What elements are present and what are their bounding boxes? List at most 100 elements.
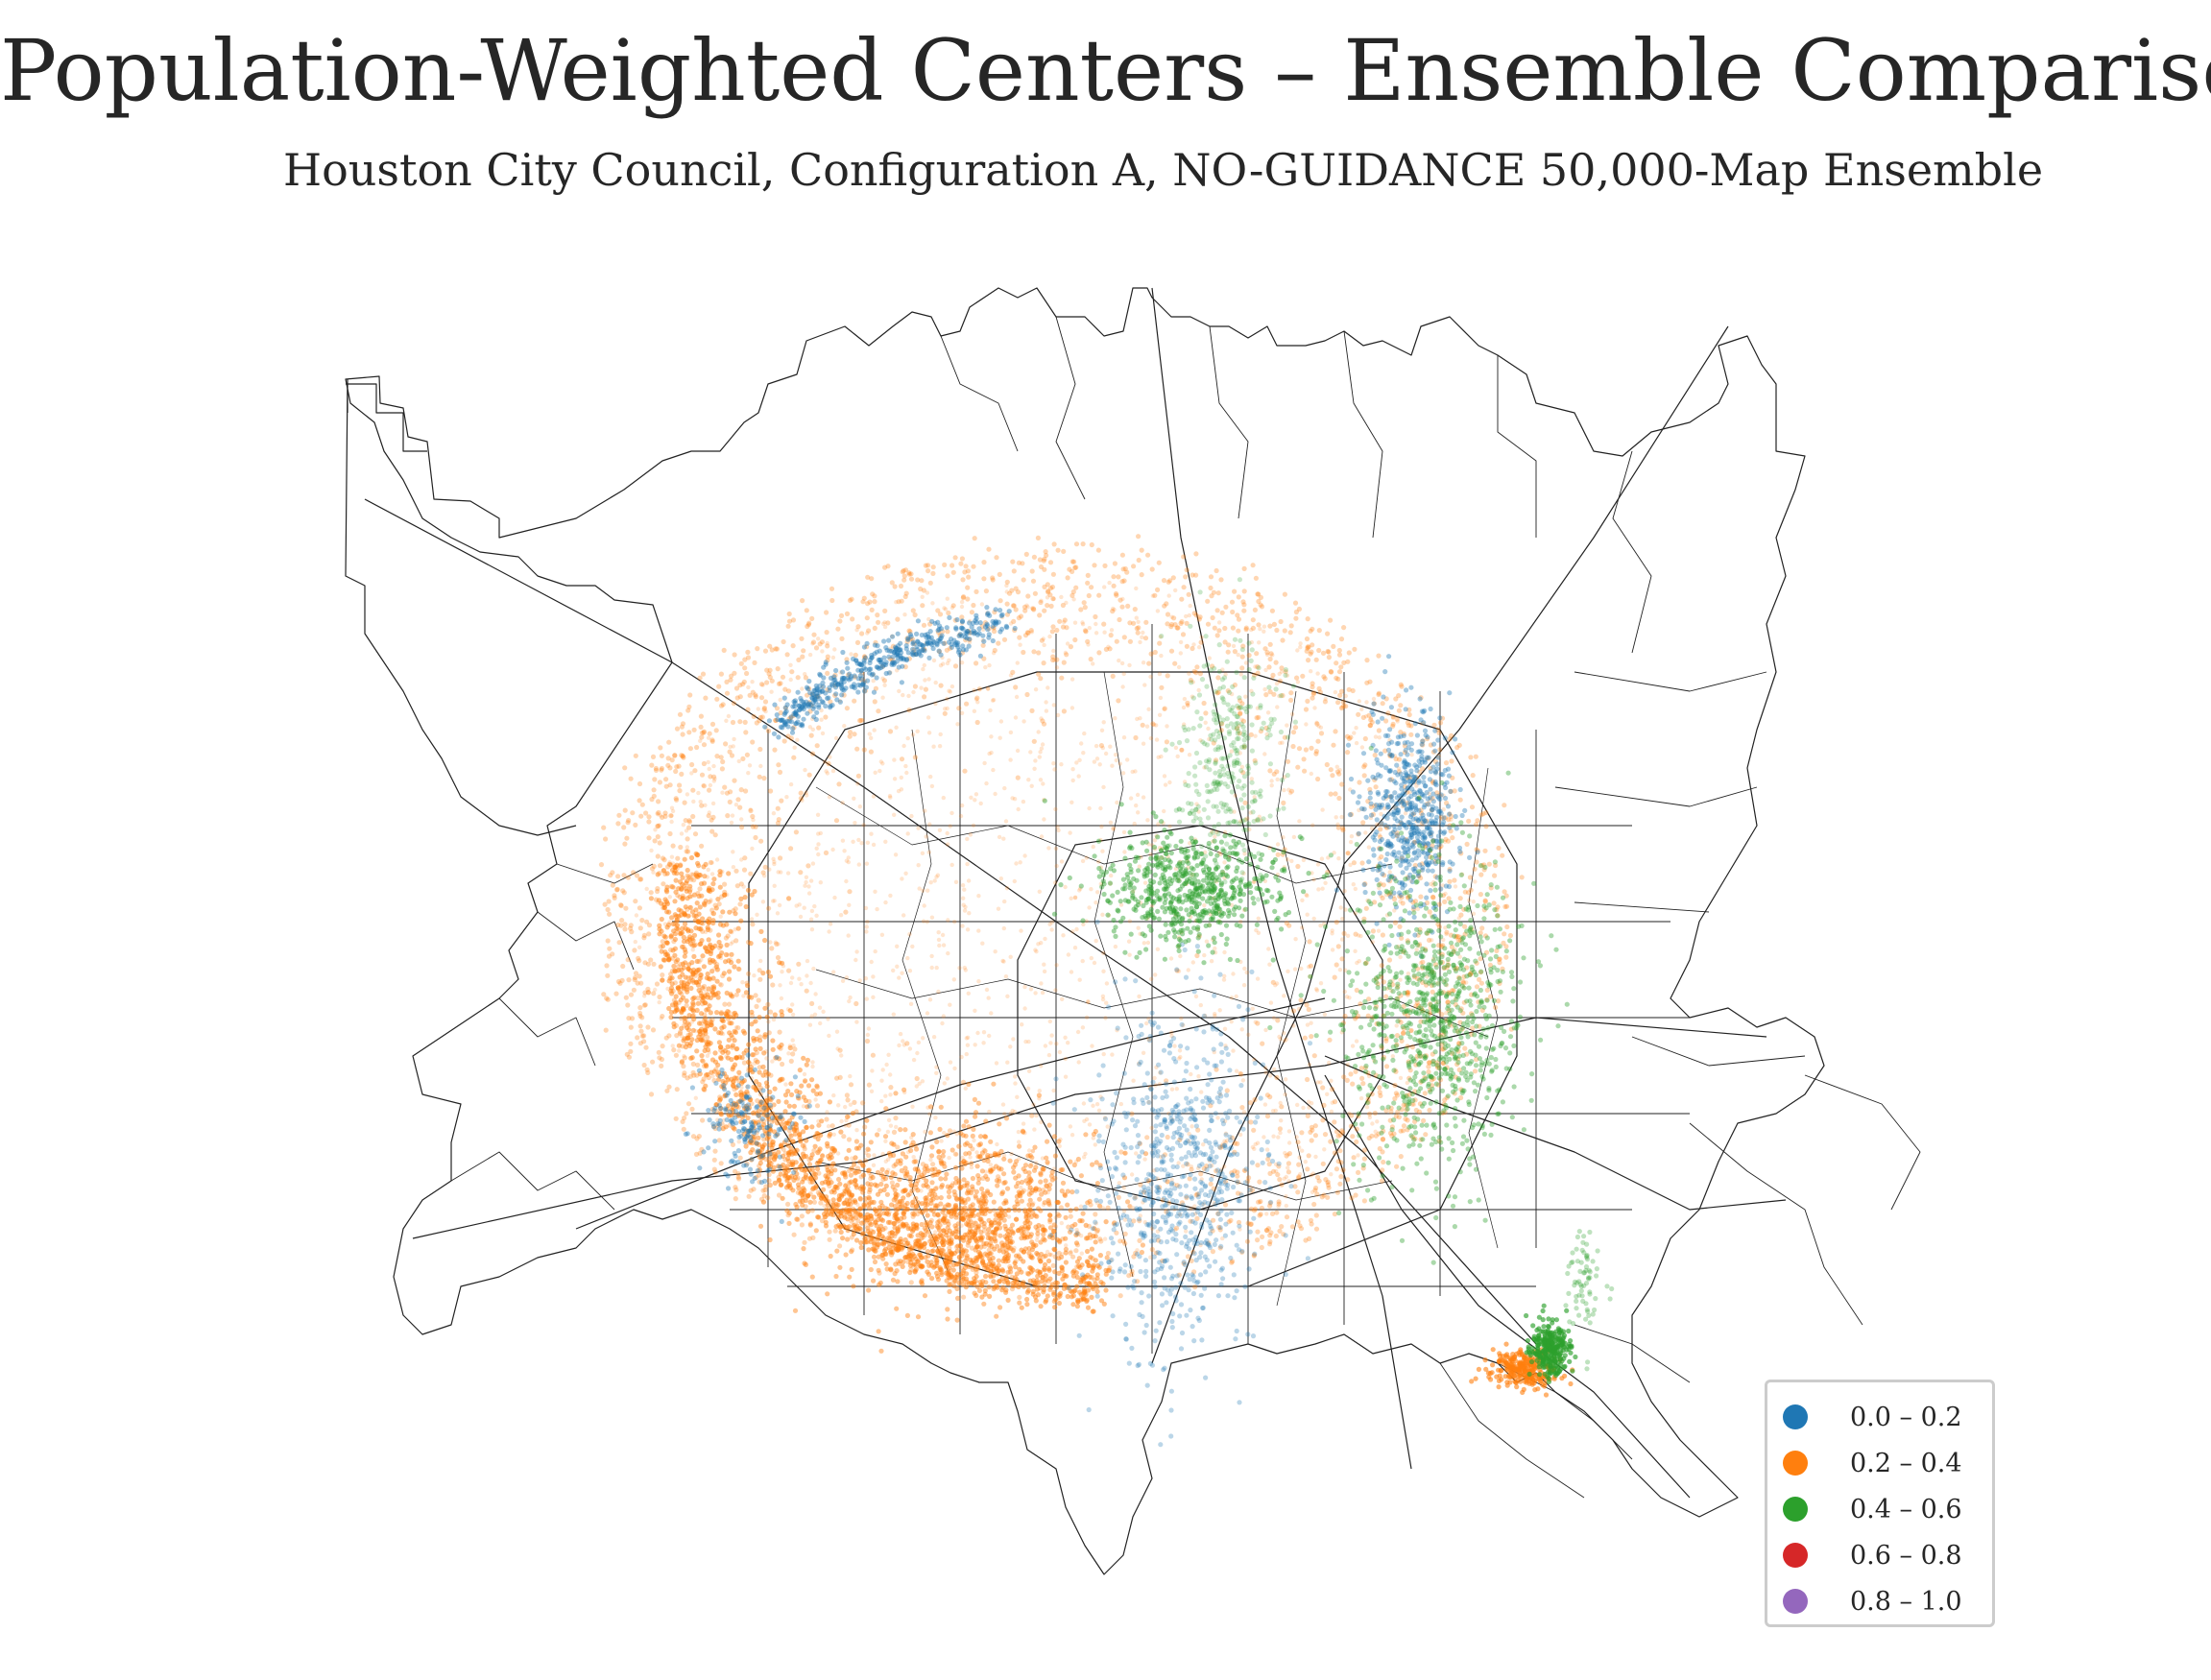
- center-point: [811, 632, 817, 637]
- center-point: [684, 1002, 689, 1008]
- center-point: [1333, 729, 1338, 734]
- center-point: [1020, 561, 1025, 566]
- center-point: [770, 1059, 775, 1064]
- center-point: [849, 596, 854, 602]
- center-point: [1341, 625, 1347, 631]
- center-point: [1253, 575, 1259, 581]
- center-point: [1293, 615, 1299, 621]
- center-point: [1443, 836, 1449, 843]
- center-point: [1497, 960, 1502, 966]
- center-point: [1286, 1169, 1291, 1175]
- center-point: [1430, 749, 1436, 755]
- center-point: [857, 1196, 864, 1202]
- center-point: [966, 991, 971, 996]
- center-point: [1167, 824, 1172, 829]
- center-point: [672, 931, 679, 937]
- center-point: [598, 862, 605, 868]
- center-point: [1235, 1140, 1240, 1146]
- center-point: [1289, 711, 1295, 717]
- center-point: [1111, 583, 1117, 588]
- center-point: [771, 856, 776, 861]
- center-point: [800, 654, 805, 660]
- center-point: [678, 844, 684, 851]
- center-point: [748, 871, 754, 876]
- center-point: [694, 958, 700, 965]
- center-point: [933, 1230, 938, 1235]
- center-point: [1412, 779, 1418, 785]
- center-point: [1338, 905, 1343, 910]
- center-point: [981, 1030, 987, 1035]
- center-point: [762, 937, 768, 944]
- center-point: [883, 1139, 888, 1144]
- center-point: [653, 767, 660, 774]
- center-point: [1034, 1161, 1039, 1165]
- center-point: [1185, 1254, 1191, 1260]
- center-point: [1398, 703, 1404, 708]
- center-point: [1040, 742, 1045, 747]
- center-point: [639, 1015, 645, 1020]
- center-point: [1336, 669, 1343, 675]
- center-point: [1478, 812, 1484, 818]
- center-point: [1447, 1021, 1453, 1027]
- center-point: [711, 1157, 717, 1163]
- center-point: [687, 875, 693, 880]
- center-point: [1302, 768, 1308, 774]
- center-point: [736, 1140, 741, 1144]
- center-point: [848, 1082, 854, 1088]
- center-point: [786, 896, 792, 901]
- center-point: [1344, 995, 1350, 999]
- center-point: [1056, 828, 1061, 833]
- center-point: [712, 1148, 718, 1154]
- center-point: [685, 792, 690, 797]
- center-point: [1283, 1077, 1288, 1082]
- center-point: [726, 713, 732, 719]
- center-point: [813, 1097, 818, 1102]
- center-point: [1052, 767, 1057, 772]
- center-point: [1373, 1129, 1378, 1135]
- center-point: [637, 1013, 643, 1019]
- center-point: [1293, 937, 1298, 942]
- center-point: [1033, 687, 1039, 692]
- center-point: [768, 940, 773, 945]
- center-point: [910, 732, 916, 737]
- center-point: [637, 780, 643, 787]
- center-point: [786, 688, 792, 694]
- center-point: [898, 1031, 903, 1037]
- center-point: [700, 985, 706, 991]
- center-point: [1029, 606, 1035, 611]
- center-point: [1149, 566, 1155, 572]
- center-point: [1269, 608, 1275, 613]
- center-point: [981, 576, 987, 582]
- center-point: [948, 689, 952, 694]
- center-point: [1274, 1210, 1280, 1215]
- center-point: [1162, 707, 1166, 711]
- center-point: [1086, 592, 1092, 599]
- center-point: [633, 822, 638, 828]
- center-point: [645, 990, 651, 996]
- center-point: [1456, 742, 1462, 748]
- center-point: [709, 957, 716, 964]
- center-point: [1166, 579, 1171, 585]
- center-point: [798, 790, 804, 796]
- center-point: [1286, 1140, 1292, 1145]
- center-point: [912, 612, 918, 618]
- center-point: [1467, 875, 1473, 880]
- center-point: [1343, 907, 1348, 912]
- center-point: [1252, 607, 1258, 613]
- center-point: [1415, 966, 1421, 972]
- center-point: [788, 1092, 795, 1097]
- center-point: [828, 922, 833, 926]
- center-point: [934, 1070, 939, 1076]
- center-point: [1422, 1075, 1428, 1081]
- center-point: [720, 909, 726, 915]
- center-point: [660, 977, 665, 983]
- center-point: [1026, 1148, 1032, 1153]
- center-point: [923, 563, 929, 568]
- center-point: [1248, 732, 1254, 737]
- center-point: [1344, 1077, 1350, 1083]
- center-point: [815, 812, 821, 817]
- center-point: [1267, 1238, 1273, 1244]
- center-point: [718, 755, 724, 760]
- center-point: [762, 1005, 768, 1011]
- center-point: [1202, 902, 1207, 908]
